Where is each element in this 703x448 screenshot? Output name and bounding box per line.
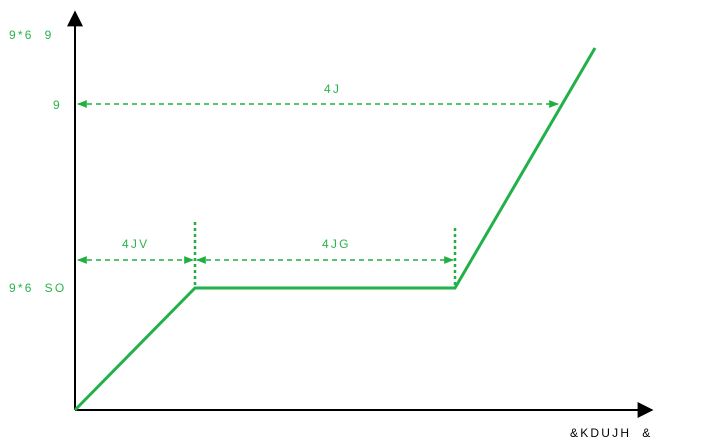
y-label-top: 9*6 9: [9, 28, 54, 42]
y-label-low: 9*6 SO: [9, 281, 66, 295]
y-label-mid: 9: [53, 98, 62, 112]
voltage-curve: [73, 47, 597, 412]
x-axis-label: &KDUJH &: [570, 426, 652, 440]
interval-label-first: 4JV: [122, 237, 149, 251]
interval-label-total: 4J: [324, 82, 341, 96]
interval-label-second: 4JG: [322, 237, 351, 251]
